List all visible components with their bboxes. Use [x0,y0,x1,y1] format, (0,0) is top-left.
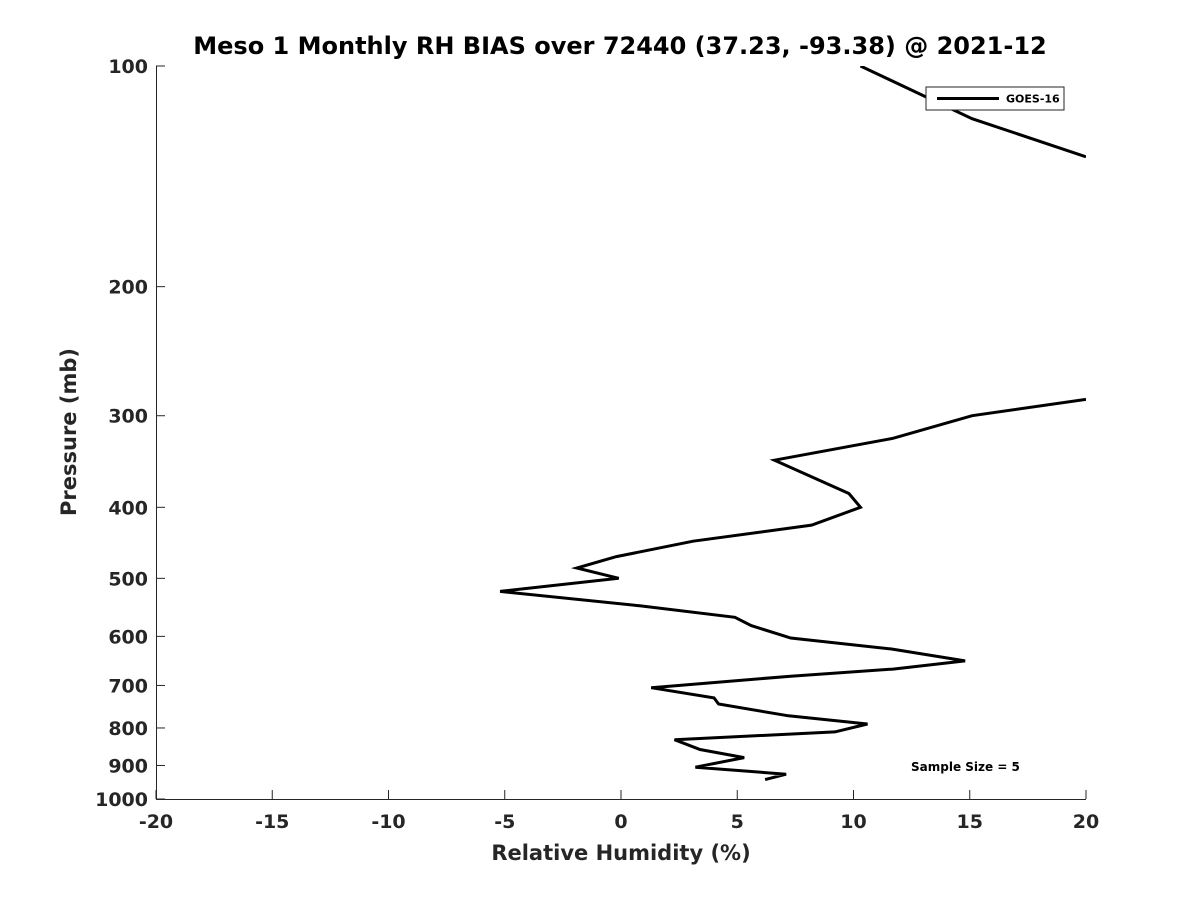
y-tick-label: 700 [108,675,148,697]
y-ticks: 100 200 300 400 500 600 700 800 900 1000 [95,56,165,811]
chart-title: Meso 1 Monthly RH BIAS over 72440 (37.23… [193,32,1046,60]
x-tick-label: -10 [371,811,405,833]
plot-content [499,66,1086,782]
y-tick-label: 100 [108,56,148,78]
x-tick-label: 15 [957,811,983,833]
x-tick-label: 5 [731,811,744,833]
legend: GOES-16 [925,86,1065,111]
plot-area [156,66,1086,799]
y-tick-label: 600 [108,626,148,648]
x-axis-label: Relative Humidity (%) [491,841,750,865]
x-ticks: -20 -15 -10 -5 0 5 10 15 20 [139,790,1099,833]
y-tick-label: 400 [108,497,148,519]
y-tick-label: 800 [108,718,148,740]
x-tick-label: 0 [614,811,627,833]
y-tick-label: 500 [108,568,148,590]
y-tick-label: 300 [108,406,148,428]
series-line-goes16-segment-1 [859,66,1086,159]
x-tick-label: 10 [840,811,866,833]
x-tick-label: -5 [494,811,515,833]
x-tick-label: -15 [255,811,289,833]
y-axis-label: Pressure (mb) [57,348,81,516]
sample-size-annotation: Sample Size = 5 [911,760,1020,774]
x-tick-label: 20 [1073,811,1099,833]
y-tick-label: 200 [108,277,148,299]
y-tick-label: 900 [108,755,148,777]
legend-label: GOES-16 [1006,93,1060,106]
series-line-goes16-segment-2 [499,397,1086,782]
y-tick-label: 1000 [95,789,148,811]
x-tick-label: -20 [139,811,173,833]
